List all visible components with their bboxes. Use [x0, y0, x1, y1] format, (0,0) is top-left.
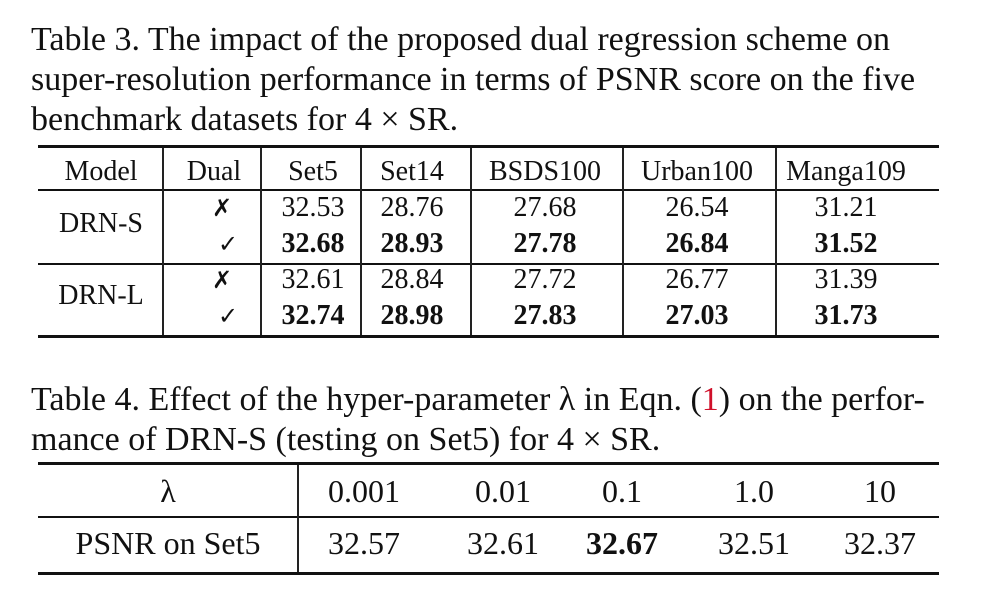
model-name: DRN-S — [58, 208, 143, 239]
psnr-value: 31.73 — [814, 300, 878, 331]
psnr-value: 27.78 — [513, 228, 577, 259]
column-header: Set14 — [380, 156, 444, 187]
psnr-value: 26.54 — [665, 192, 729, 223]
cross-mark-icon: ✗ — [211, 194, 233, 222]
lambda-value: 0.1 — [602, 473, 642, 509]
psnr-value: 32.57 — [328, 525, 400, 561]
psnr-value: 32.68 — [281, 228, 345, 259]
column-header: Urban100 — [641, 156, 753, 187]
psnr-value: 32.61 — [467, 525, 539, 561]
check-mark-icon: ✓ — [217, 302, 239, 330]
psnr-value: 31.21 — [814, 192, 878, 223]
psnr-value: 27.68 — [513, 192, 577, 223]
table4-caption-line-1: Table 4. Effect of the hyper-parameter λ… — [31, 380, 961, 420]
bottom-rule — [38, 572, 939, 575]
psnr-value: 27.72 — [513, 264, 577, 295]
psnr-value: 28.98 — [380, 300, 444, 331]
bottom-rule — [38, 335, 939, 338]
psnr-value: 32.61 — [281, 264, 345, 295]
table3-caption-line-2: super-resolution performance in terms of… — [31, 61, 916, 98]
check-mark-icon: ✓ — [217, 230, 239, 258]
table3-caption-line-3: benchmark datasets for 4 × SR. — [31, 101, 459, 138]
psnr-value: 32.74 — [281, 300, 345, 331]
psnr-value: 32.53 — [281, 192, 345, 223]
table3-caption: Table 3. The impact of the proposed dual… — [31, 20, 961, 140]
header-rule — [38, 189, 939, 191]
column-divider — [297, 465, 299, 572]
psnr-value: 31.39 — [814, 264, 878, 295]
table4-caption-line-1-post: ) on the perfor- — [718, 381, 925, 418]
psnr-value: 27.83 — [513, 300, 577, 331]
header-rule — [38, 516, 939, 518]
psnr-value: 26.84 — [665, 228, 729, 259]
column-divider — [260, 148, 262, 335]
group-rule — [38, 263, 939, 265]
lambda-value: 0.001 — [328, 473, 400, 509]
column-divider — [360, 148, 362, 335]
column-header: Model — [64, 156, 138, 187]
table4-caption-line-2: mance of DRN-S (testing on Set5) for 4 ×… — [31, 421, 661, 458]
lambda-value: 10 — [864, 473, 896, 509]
lambda-value: 1.0 — [734, 473, 774, 509]
column-header: Manga109 — [786, 156, 906, 187]
psnr-value: 32.51 — [718, 525, 790, 561]
psnr-value: 27.03 — [665, 300, 729, 331]
table4-caption: Table 4. Effect of the hyper-parameter λ… — [31, 380, 961, 460]
column-divider — [775, 148, 777, 335]
column-header: BSDS100 — [488, 156, 602, 187]
lambda-value: 0.01 — [475, 473, 531, 509]
equation-reference-link[interactable]: 1 — [701, 381, 719, 418]
psnr-value: 28.84 — [380, 264, 444, 295]
psnr-value: 28.93 — [380, 228, 444, 259]
cross-mark-icon: ✗ — [211, 266, 233, 294]
psnr-value: 28.76 — [380, 192, 444, 223]
table4-caption-line-1-pre: Table 4. Effect of the hyper-parameter λ… — [31, 381, 702, 418]
psnr-value: 32.67 — [586, 525, 658, 561]
column-divider — [162, 148, 164, 335]
model-name: DRN-L — [58, 280, 144, 311]
top-rule — [38, 462, 939, 465]
psnr-value: 32.37 — [844, 525, 916, 561]
top-rule — [38, 145, 939, 148]
lambda-header: λ — [160, 473, 176, 509]
psnr-value: 26.77 — [665, 264, 729, 295]
column-divider — [622, 148, 624, 335]
column-header: Dual — [186, 156, 242, 187]
psnr-value: 31.52 — [814, 228, 878, 259]
column-divider — [470, 148, 472, 335]
column-header: Set5 — [288, 156, 338, 187]
table3-caption-line-1: Table 3. The impact of the proposed dual… — [31, 21, 891, 58]
row-label-psnr: PSNR on Set5 — [75, 525, 261, 561]
